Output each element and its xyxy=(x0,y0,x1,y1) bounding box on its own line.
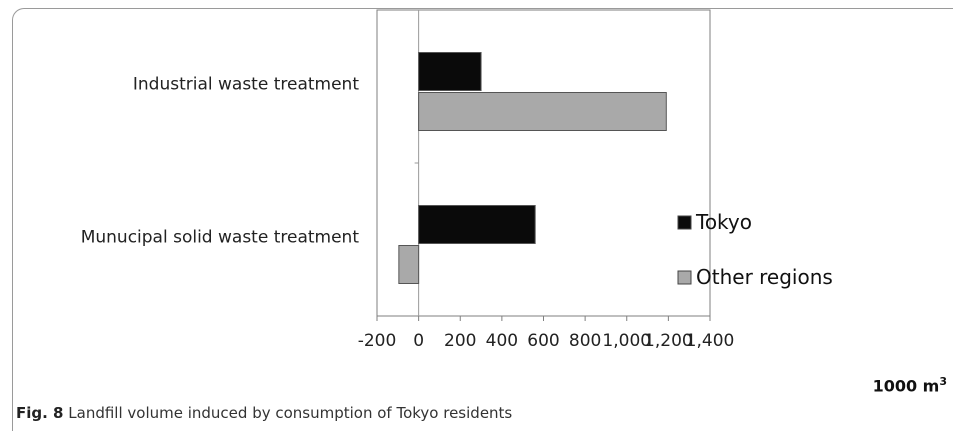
legend-label: Tokyo xyxy=(695,210,752,234)
x-tick-label: 400 xyxy=(486,331,518,351)
caption-label: Fig. 8 xyxy=(16,404,64,422)
bar-tokyo-0 xyxy=(418,52,482,91)
figure-frame xyxy=(12,8,953,431)
legend-swatch-other-regions xyxy=(677,270,692,285)
x-tick-label: 800 xyxy=(569,331,601,351)
legend-swatch-tokyo xyxy=(677,215,692,230)
bar-other-regions-0 xyxy=(418,92,667,131)
category-label: Munucipal solid waste treatment xyxy=(81,228,360,248)
bar-tokyo-1 xyxy=(418,205,536,244)
x-tick-label: 600 xyxy=(527,331,559,351)
x-tick-label: 1,400 xyxy=(686,331,735,351)
x-tick-label: -200 xyxy=(358,331,397,351)
x-tick-label: 0 xyxy=(413,331,424,351)
category-label: Industrial waste treatment xyxy=(133,75,359,95)
x-tick-label: 200 xyxy=(444,331,476,351)
x-tick-label: 1,200 xyxy=(644,331,693,351)
legend-label: Other regions xyxy=(696,265,833,289)
figure-caption: Fig. 8 Landfill volume induced by consum… xyxy=(16,404,512,422)
x-axis-label: 1000 m3 xyxy=(872,375,947,396)
x-tick-label: 1,000 xyxy=(602,331,651,351)
bar-other-regions-1 xyxy=(398,245,420,284)
caption-text: Landfill volume induced by consumption o… xyxy=(68,404,513,422)
